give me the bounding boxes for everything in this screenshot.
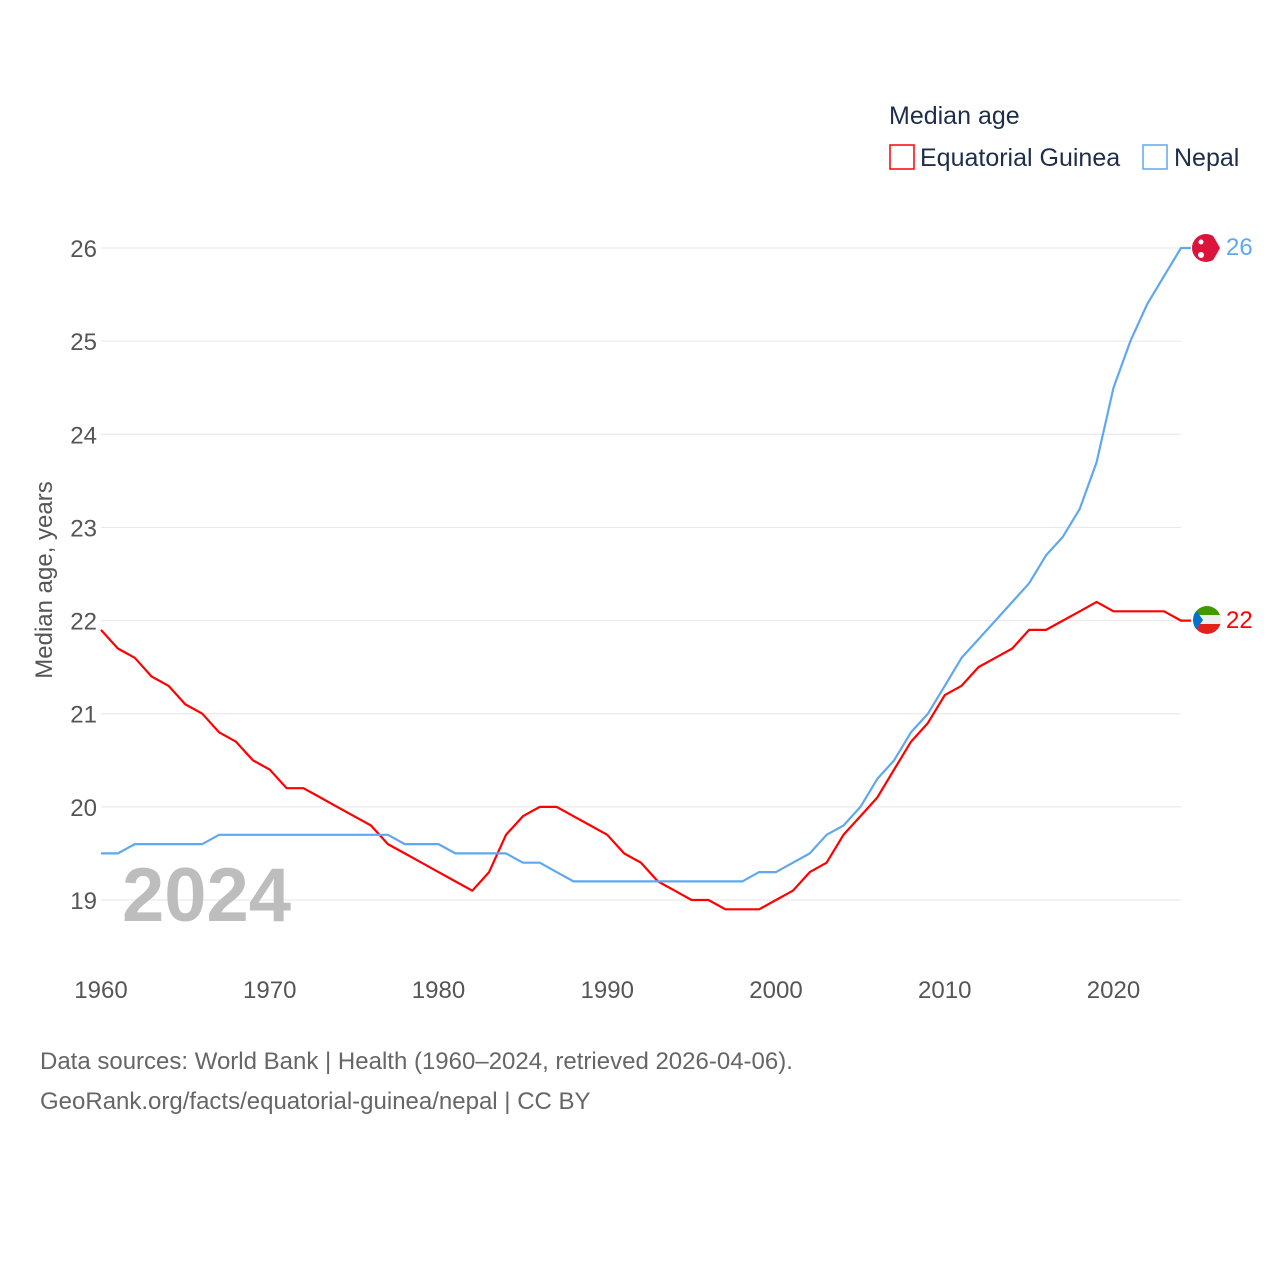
flag-equatorial-guinea-icon xyxy=(1193,606,1221,634)
x-axis-ticks: 1960 1970 1980 1990 2000 2010 2020 xyxy=(74,977,1140,1004)
end-markers xyxy=(1192,234,1221,634)
legend-label: Equatorial Guinea xyxy=(920,144,1120,172)
y-tick-label: 21 xyxy=(70,702,97,729)
y-tick-label: 23 xyxy=(70,515,97,542)
y-tick-label: 26 xyxy=(70,236,97,263)
y-axis-ticks: 19 20 21 22 23 24 25 26 xyxy=(70,236,97,915)
y-tick-label: 19 xyxy=(70,888,97,915)
legend-item-equatorial-guinea[interactable]: Equatorial Guinea xyxy=(889,144,1120,172)
end-label-nepal: 26 xyxy=(1226,234,1253,261)
y-tick-label: 22 xyxy=(70,609,97,636)
x-tick-label: 2010 xyxy=(918,977,971,1004)
y-axis-label: Median age, years xyxy=(31,481,58,678)
legend-swatch xyxy=(1142,144,1168,170)
legend-label: Nepal xyxy=(1174,144,1239,172)
legend-item-nepal[interactable]: Nepal xyxy=(1142,144,1239,172)
series-line-nepal xyxy=(101,246,1191,883)
x-tick-label: 1980 xyxy=(412,977,465,1004)
x-tick-label: 2000 xyxy=(749,977,802,1004)
y-tick-label: 25 xyxy=(70,329,97,356)
y-tick-label: 24 xyxy=(70,422,97,449)
gridlines xyxy=(101,247,1181,901)
x-tick-label: 2020 xyxy=(1087,977,1140,1004)
series-lines xyxy=(100,246,1191,911)
x-tick-label: 1970 xyxy=(243,977,296,1004)
legend-swatch xyxy=(889,144,915,170)
source-line-1: Data sources: World Bank | Health (1960–… xyxy=(40,1048,793,1075)
year-watermark: 2024 xyxy=(122,853,291,938)
flag-nepal-icon xyxy=(1192,234,1220,262)
legend-title: Median age xyxy=(889,102,1020,130)
source-line-2[interactable]: GeoRank.org/facts/equatorial-guinea/nepa… xyxy=(40,1088,591,1115)
x-tick-label: 1960 xyxy=(74,977,127,1004)
x-tick-label: 1990 xyxy=(581,977,634,1004)
y-tick-label: 20 xyxy=(70,795,97,822)
end-label-equatorial-guinea: 22 xyxy=(1226,607,1253,634)
series-line-equatorial-guinea xyxy=(100,600,1191,911)
